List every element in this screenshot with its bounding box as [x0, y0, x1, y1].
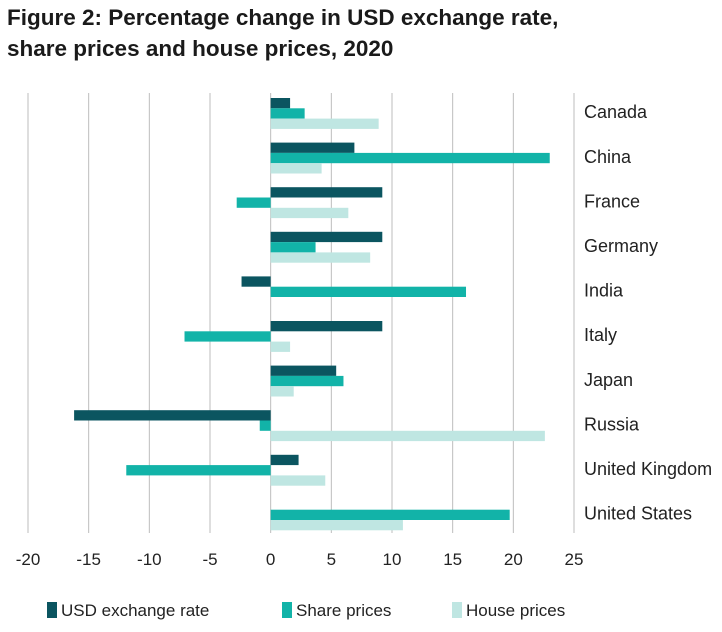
legend: USD exchange rate Share prices House price…: [47, 601, 565, 620]
bar-china-usd-exchange-rate: [270, 142, 355, 153]
bar-canada-house-prices: [270, 118, 379, 129]
bar-russia-share-prices: [259, 420, 271, 431]
bar-canada-usd-exchange-rate: [270, 98, 291, 109]
category-labels: Canada China France Germany India Italy Japan R…: [584, 102, 712, 523]
category-label-germany: Germany: [584, 236, 658, 256]
category-label-united-kingdom: United Kingdom: [584, 459, 712, 479]
bar-italy-house-prices: [270, 341, 291, 352]
bar-germany-share-prices: [270, 242, 316, 253]
bar-china-share-prices: [270, 152, 550, 164]
bar-united-kingdom-house-prices: [270, 475, 326, 486]
bar-japan-house-prices: [270, 386, 294, 397]
category-label-italy: Italy: [584, 325, 617, 345]
x-tick-label-5: 5: [327, 550, 336, 569]
x-tick-label-8: 20: [504, 550, 523, 569]
x-tick-label-1: -15: [76, 550, 101, 569]
bar-united-kingdom-share-prices: [126, 465, 271, 476]
chart-title: Figure 2: Percentage change in USD excha…: [7, 2, 558, 64]
bar-france-share-prices: [236, 197, 271, 208]
bar-russia-usd-exchange-rate: [74, 410, 271, 421]
bar-france-usd-exchange-rate: [270, 187, 383, 198]
bar-united-states-share-prices: [270, 509, 510, 520]
legend-label-usd-exchange-rate: USD exchange rate: [61, 601, 209, 620]
bar-china-house-prices: [270, 163, 322, 174]
bar-india-usd-exchange-rate: [241, 276, 271, 287]
legend-label-house-prices: House prices: [466, 601, 565, 620]
x-axis-tick-labels: -20 -15 -10 -5 0 5 10 15 20 25: [16, 550, 584, 569]
bar-canada-share-prices: [270, 108, 305, 119]
bar-germany-house-prices: [270, 252, 371, 263]
legend-swatch-usd-exchange-rate: [47, 602, 57, 618]
bar-japan-share-prices: [270, 375, 344, 387]
chart-title-line-1: Figure 2: Percentage change in USD excha…: [7, 5, 559, 30]
category-label-japan: Japan: [584, 370, 633, 390]
bar-germany-usd-exchange-rate: [270, 231, 383, 243]
legend-label-share-prices: Share prices: [296, 601, 391, 620]
bar-united-kingdom-usd-exchange-rate: [270, 454, 299, 466]
bar-india-share-prices: [270, 286, 467, 297]
bars: [74, 98, 550, 531]
legend-swatch-house-prices: [452, 602, 462, 618]
bar-italy-share-prices: [184, 331, 271, 342]
bar-italy-usd-exchange-rate: [270, 321, 383, 332]
category-label-china: China: [584, 147, 632, 167]
chart-title-line-2: share prices and house prices, 2020: [7, 36, 394, 61]
category-label-russia: Russia: [584, 414, 640, 434]
bar-japan-usd-exchange-rate: [270, 365, 337, 376]
x-tick-label-7: 15: [443, 550, 462, 569]
category-label-united-states: United States: [584, 504, 692, 524]
category-label-canada: Canada: [584, 102, 648, 122]
x-tick-label-4: 0: [266, 550, 275, 569]
x-tick-label-9: 25: [565, 550, 584, 569]
legend-swatch-share-prices: [282, 602, 292, 618]
x-tick-label-0: -20: [16, 550, 41, 569]
bar-united-states-house-prices: [270, 520, 403, 531]
category-label-france: France: [584, 191, 640, 211]
x-tick-label-2: -10: [137, 550, 162, 569]
x-tick-label-6: 10: [383, 550, 402, 569]
x-tick-label-3: -5: [202, 550, 217, 569]
category-label-india: India: [584, 281, 624, 301]
bar-france-house-prices: [270, 207, 349, 219]
bar-russia-house-prices: [270, 430, 545, 442]
